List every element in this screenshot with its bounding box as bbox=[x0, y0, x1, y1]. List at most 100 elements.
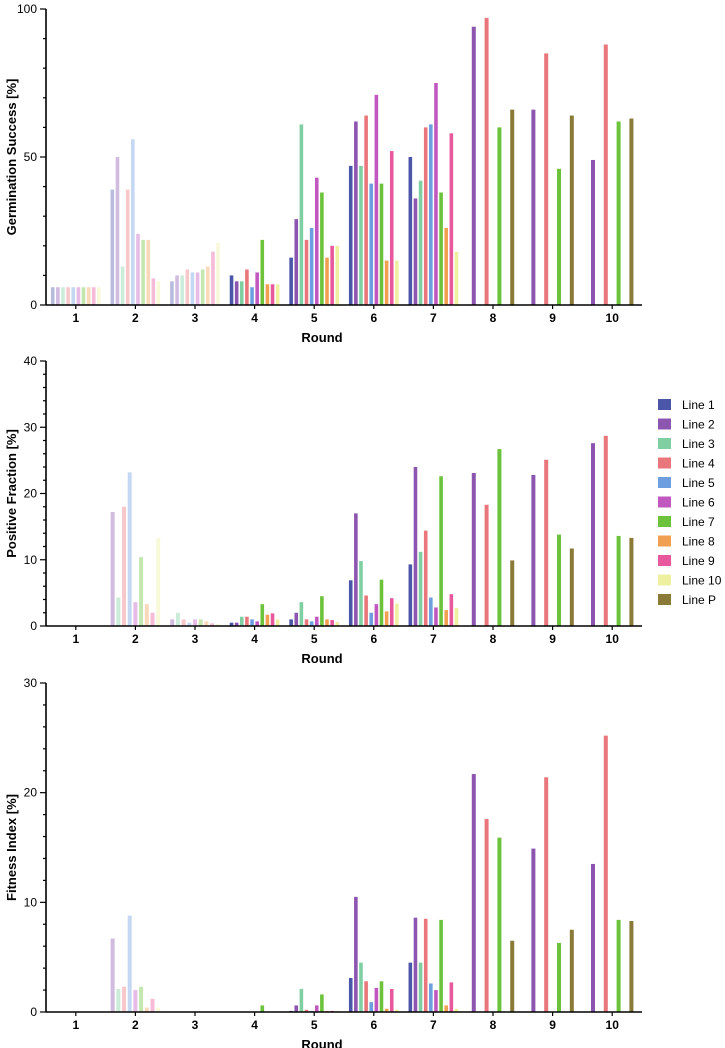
bar-line-7-round-7 bbox=[439, 919, 443, 1012]
bar-line-3-round-7 bbox=[418, 551, 423, 626]
bar-line-2-round-1 bbox=[56, 287, 60, 305]
bar-line-6-round-5 bbox=[314, 1005, 319, 1012]
bar-line-p-round-9 bbox=[569, 115, 574, 305]
x-tick-label: 3 bbox=[192, 632, 199, 646]
x-tick-label: 5 bbox=[311, 1018, 318, 1032]
x-tick-label: 5 bbox=[311, 632, 318, 646]
legend-label-line-10: Line 10 bbox=[682, 574, 722, 588]
bar-line-8-round-6 bbox=[384, 611, 389, 626]
bar-line-4-round-10 bbox=[603, 435, 608, 626]
bar-line-2-round-6 bbox=[354, 896, 358, 1012]
bar-line-7-round-8 bbox=[497, 127, 502, 306]
bar-line-10-round-1 bbox=[97, 287, 101, 305]
bar-line-2-round-7 bbox=[413, 917, 418, 1012]
bar-line-5-round-7 bbox=[429, 597, 433, 626]
bar-line-1-round-7 bbox=[408, 564, 413, 626]
bar-line-4-round-8 bbox=[484, 818, 489, 1012]
y-tick-label: 50 bbox=[24, 150, 38, 164]
x-tick-label: 6 bbox=[370, 1018, 377, 1032]
bar-line-9-round-6 bbox=[389, 598, 394, 626]
bar-line-p-round-8 bbox=[510, 560, 515, 626]
bar-line-9-round-7 bbox=[449, 982, 454, 1012]
bar-line-9-round-5 bbox=[330, 620, 334, 626]
bar-line-1-round-6 bbox=[348, 978, 353, 1012]
x-tick-label: 6 bbox=[370, 632, 377, 646]
bar-line-6-round-6 bbox=[374, 604, 379, 626]
x-tick-label: 1 bbox=[72, 311, 79, 325]
bar-line-7-round-5 bbox=[320, 994, 324, 1012]
bar-line-7-round-6 bbox=[379, 981, 384, 1012]
bar-line-4-round-6 bbox=[364, 981, 368, 1012]
bar-line-7-round-2 bbox=[141, 239, 145, 305]
bar-line-4-round-2 bbox=[125, 189, 130, 305]
bar-line-5-round-6 bbox=[369, 612, 374, 626]
bar-line-4-round-3 bbox=[185, 269, 190, 305]
y-axis-title: Germination Success [%] bbox=[4, 79, 19, 236]
legend-label-line-6: Line 6 bbox=[682, 496, 715, 510]
bar-line-2-round-5 bbox=[294, 1005, 299, 1012]
x-axis-title: Round bbox=[301, 330, 342, 345]
bar-line-6-round-1 bbox=[76, 287, 81, 305]
x-tick-label: 4 bbox=[251, 311, 258, 325]
legend-swatch-line-2 bbox=[658, 418, 671, 430]
bar-line-3-round-1 bbox=[61, 287, 65, 305]
bar-line-4-round-7 bbox=[423, 918, 428, 1012]
bar-line-1-round-7 bbox=[408, 157, 413, 305]
bar-line-1-round-4 bbox=[229, 622, 234, 626]
bar-line-2-round-6 bbox=[354, 121, 358, 305]
y-tick-label: 20 bbox=[24, 487, 38, 501]
y-tick-label: 40 bbox=[24, 354, 38, 368]
bar-line-5-round-6 bbox=[369, 183, 374, 305]
bar-line-4-round-3 bbox=[181, 619, 186, 627]
bar-line-7-round-10 bbox=[616, 919, 621, 1012]
bar-line-6-round-6 bbox=[374, 987, 379, 1012]
bar-line-5-round-6 bbox=[369, 1002, 374, 1012]
bar-line-6-round-2 bbox=[133, 602, 138, 626]
y-tick-label: 30 bbox=[24, 420, 38, 434]
legend-swatch-line-4 bbox=[658, 457, 671, 469]
bar-line-3-round-4 bbox=[239, 616, 244, 626]
bar-line-3-round-7 bbox=[418, 180, 423, 305]
y-tick-label: 10 bbox=[24, 895, 38, 909]
bar-line-6-round-2 bbox=[133, 990, 138, 1012]
bar-line-4-round-2 bbox=[122, 506, 127, 626]
bar-line-8-round-2 bbox=[144, 1007, 149, 1012]
x-tick-label: 2 bbox=[132, 632, 139, 646]
bar-line-9-round-2 bbox=[150, 612, 155, 626]
bar-line-p-round-10 bbox=[629, 920, 634, 1012]
bar-line-7-round-5 bbox=[320, 192, 324, 305]
bar-line-4-round-9 bbox=[544, 777, 549, 1012]
bar-line-p-round-10 bbox=[629, 118, 634, 306]
legend-label-line-2: Line 2 bbox=[682, 418, 715, 432]
bar-line-10-round-4 bbox=[275, 619, 280, 627]
chart-3: 0 10 20 30 1 2 3 4 5 6 7 8 9 10 Round Fitness Index [%] bbox=[4, 676, 642, 1048]
bar-line-p-round-9 bbox=[569, 929, 574, 1012]
bar-line-5-round-7 bbox=[429, 124, 433, 305]
bar-line-8-round-4 bbox=[265, 284, 270, 305]
bar-line-3-round-7 bbox=[418, 962, 423, 1012]
bar-line-1-round-6 bbox=[348, 580, 353, 626]
bar-line-2-round-4 bbox=[234, 281, 239, 305]
legend-swatch-line-10 bbox=[658, 574, 671, 586]
bar-line-7-round-4 bbox=[260, 239, 265, 305]
bar-line-9-round-2 bbox=[150, 998, 155, 1012]
x-tick-label: 8 bbox=[490, 632, 497, 646]
bar-line-7-round-9 bbox=[557, 534, 562, 626]
bar-line-4-round-10 bbox=[603, 44, 608, 306]
x-tick-label: 10 bbox=[606, 311, 620, 325]
x-tick-label: 1 bbox=[72, 632, 79, 646]
bar-line-2-round-6 bbox=[354, 513, 358, 627]
legend-swatch-line-5 bbox=[658, 477, 671, 488]
bar-line-4-round-6 bbox=[364, 595, 368, 626]
bar-line-4-round-6 bbox=[364, 115, 368, 305]
bar-line-1-round-1 bbox=[50, 287, 55, 305]
bar-line-8-round-3 bbox=[204, 621, 209, 626]
legend-label-line-5: Line 5 bbox=[682, 476, 715, 490]
legend-label-line-8: Line 8 bbox=[682, 535, 715, 549]
bar-line-8-round-5 bbox=[325, 257, 329, 305]
bar-line-10-round-3 bbox=[215, 624, 220, 626]
bar-line-4-round-9 bbox=[544, 459, 549, 626]
bar-line-6-round-4 bbox=[255, 621, 259, 626]
bar-line-4-round-10 bbox=[603, 735, 608, 1012]
x-tick-label: 9 bbox=[549, 1018, 556, 1032]
